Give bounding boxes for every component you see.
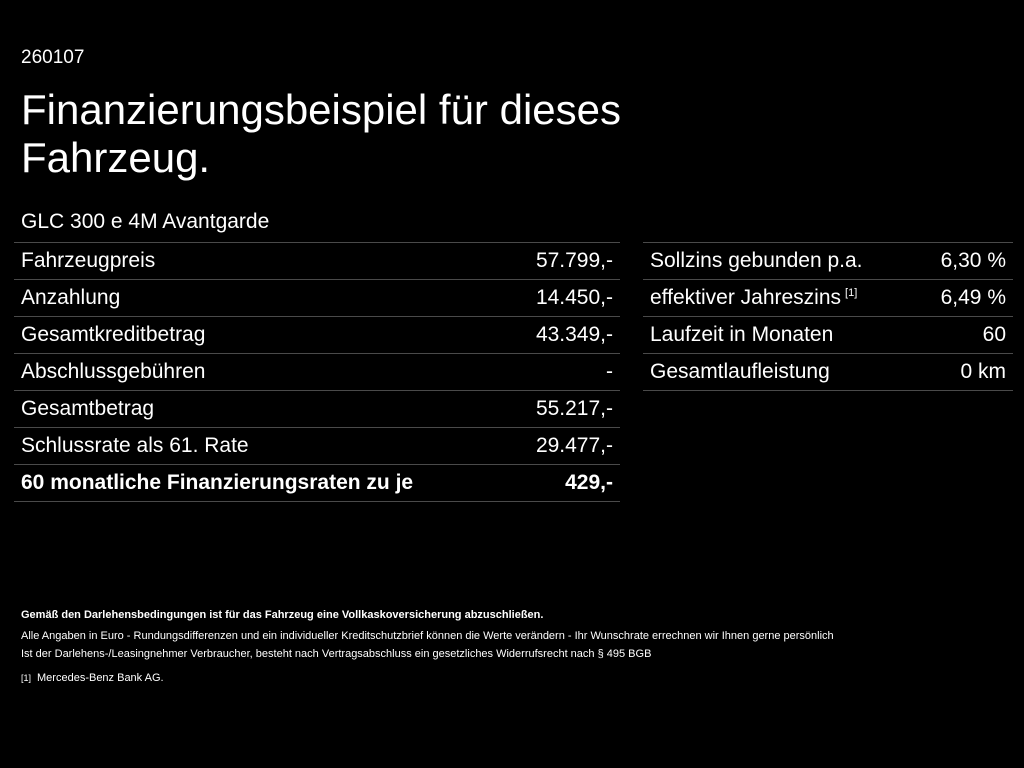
footnote-text: Mercedes-Benz Bank AG. [37,672,164,684]
row-value: 43.349,- [535,323,613,346]
row-label: Gesamtkreditbetrag [21,323,206,346]
row-sollzins: Sollzins gebunden p.a. 6,30 % [643,242,1013,279]
model-name: GLC 300 e 4M Avantgarde [21,210,270,233]
row-value: 60 [982,323,1006,346]
financing-table: Fahrzeugpreis 57.799,- Anzahlung 14.450,… [14,242,620,502]
row-value: 429,- [565,471,613,494]
insurance-note: Gemäß den Darlehensbedingungen ist für d… [21,609,544,621]
row-gesamtlaufleistung: Gesamtlaufleistung 0 km [643,353,1013,391]
row-label: Fahrzeugpreis [21,249,156,272]
row-value: 6,30 % [940,249,1006,272]
footnote: [1] Mercedes-Benz Bank AG. [21,669,1011,687]
interest-table: Sollzins gebunden p.a. 6,30 % effektiver… [643,242,1013,391]
legal-footer: Gemäß den Darlehensbedingungen ist für d… [21,606,1011,687]
row-abschlussgebuehren: Abschlussgebühren - [14,353,620,390]
row-value: 14.450,- [535,286,613,309]
row-value: 0 km [960,360,1006,383]
row-label: Anzahlung [21,286,121,309]
footnote-mark: [1] [21,673,32,683]
row-effektiver-jahreszins: effektiver Jahreszins [1] 6,49 % [643,279,1013,316]
row-label: Gesamtbetrag [21,397,155,420]
row-label: effektiver Jahreszins [1] [650,286,857,310]
row-label: 60 monatliche Finanzierungsraten zu je [21,471,414,494]
row-schlussrate: Schlussrate als 61. Rate 29.477,- [14,427,620,464]
row-label-text: effektiver Jahreszins [650,286,842,309]
row-label: Laufzeit in Monaten [650,323,834,346]
row-label: Abschlussgebühren [21,360,206,383]
row-value: 6,49 % [940,286,1006,309]
row-anzahlung: Anzahlung 14.450,- [14,279,620,316]
offer-code: 260107 [21,47,85,68]
row-value: - [606,360,613,383]
row-monthly-rate: 60 monatliche Finanzierungsraten zu je 4… [14,464,620,502]
disclaimer-line-1: Alle Angaben in Euro - Rundungsdifferenz… [21,630,834,642]
row-label: Sollzins gebunden p.a. [650,249,863,272]
disclaimer-line-2: Ist der Darlehens-/Leasingnehmer Verbrau… [21,648,652,660]
row-value: 29.477,- [535,434,613,457]
footnote-marker: [1] [845,287,858,299]
row-fahrzeugpreis: Fahrzeugpreis 57.799,- [14,242,620,279]
row-value: 55.217,- [535,397,613,420]
row-value: 57.799,- [535,249,613,272]
page-title: Finanzierungsbeispiel für dieses Fahrzeu… [21,86,621,181]
row-laufzeit: Laufzeit in Monaten 60 [643,316,1013,353]
row-label: Gesamtlaufleistung [650,360,830,383]
row-gesamtkreditbetrag: Gesamtkreditbetrag 43.349,- [14,316,620,353]
row-label: Schlussrate als 61. Rate [21,434,249,457]
row-gesamtbetrag: Gesamtbetrag 55.217,- [14,390,620,427]
